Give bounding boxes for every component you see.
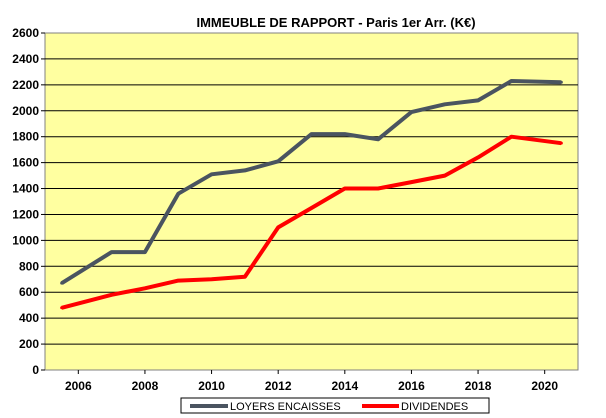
x-tick-label: 2014 <box>331 379 358 393</box>
series-lines <box>60 79 563 310</box>
legend: LOYERS ENCAISSES DIVIDENDES <box>180 397 490 414</box>
data-point <box>409 180 413 184</box>
data-point <box>476 98 480 102</box>
legend-box <box>180 397 490 414</box>
data-point <box>476 155 480 159</box>
data-point <box>243 275 247 279</box>
y-tick-label: 200 <box>19 337 39 351</box>
data-point <box>443 174 447 178</box>
data-point <box>176 279 180 283</box>
y-tick-label: 600 <box>19 285 39 299</box>
y-tick-label: 2200 <box>12 78 39 92</box>
data-point <box>276 225 280 229</box>
data-point <box>509 79 513 83</box>
x-tick-label: 2018 <box>465 379 492 393</box>
y-tick-label: 2400 <box>12 52 39 66</box>
gridlines <box>45 58 578 345</box>
x-tick-label: 2016 <box>398 379 425 393</box>
data-point <box>110 293 114 297</box>
data-point <box>343 187 347 191</box>
data-point <box>60 306 64 310</box>
data-point <box>60 281 64 285</box>
x-tick-label: 2010 <box>198 379 225 393</box>
data-point <box>509 135 513 139</box>
data-point <box>143 286 147 290</box>
data-point <box>176 192 180 196</box>
data-point <box>376 187 380 191</box>
y-tick-label: 800 <box>19 259 39 273</box>
data-point <box>310 206 313 210</box>
data-point <box>210 277 214 281</box>
x-axis: 2006 2008 2010 2012 2014 2016 2018 2020 <box>65 370 558 393</box>
data-point <box>559 80 563 84</box>
data-point <box>559 141 563 145</box>
x-tick-label: 2020 <box>531 379 558 393</box>
y-tick-label: 2600 <box>12 26 39 40</box>
y-tick-label: 1200 <box>12 207 39 221</box>
data-point <box>110 250 114 254</box>
data-point <box>409 110 413 114</box>
data-point <box>276 159 280 163</box>
data-point <box>343 132 347 136</box>
y-axis: 0 200 400 600 800 1000 1200 1400 1600 1800 2000 220… <box>12 26 45 377</box>
data-point <box>243 168 247 172</box>
y-tick-label: 400 <box>19 311 39 325</box>
y-tick-label: 1000 <box>12 233 39 247</box>
data-point <box>210 172 214 176</box>
data-point <box>376 137 380 141</box>
x-tick-label: 2012 <box>265 379 292 393</box>
x-tick-label: 2008 <box>132 379 159 393</box>
plot-area <box>44 32 579 371</box>
data-point <box>143 250 147 254</box>
y-tick-label: 0 <box>32 363 39 377</box>
y-tick-label: 1800 <box>12 130 39 144</box>
y-tick-label: 1600 <box>12 156 39 170</box>
x-tick-label: 2006 <box>65 379 92 393</box>
legend-label-loyers: LOYERS ENCAISSES <box>230 401 341 413</box>
legend-label-dividendes: DIVIDENDES <box>401 401 468 413</box>
chart-title: IMMEUBLE DE RAPPORT - Paris 1er Arr. (K€… <box>196 15 475 30</box>
data-point <box>310 132 313 136</box>
data-point <box>443 102 447 106</box>
y-tick-label: 2000 <box>12 104 39 118</box>
y-tick-label: 1400 <box>12 182 39 196</box>
